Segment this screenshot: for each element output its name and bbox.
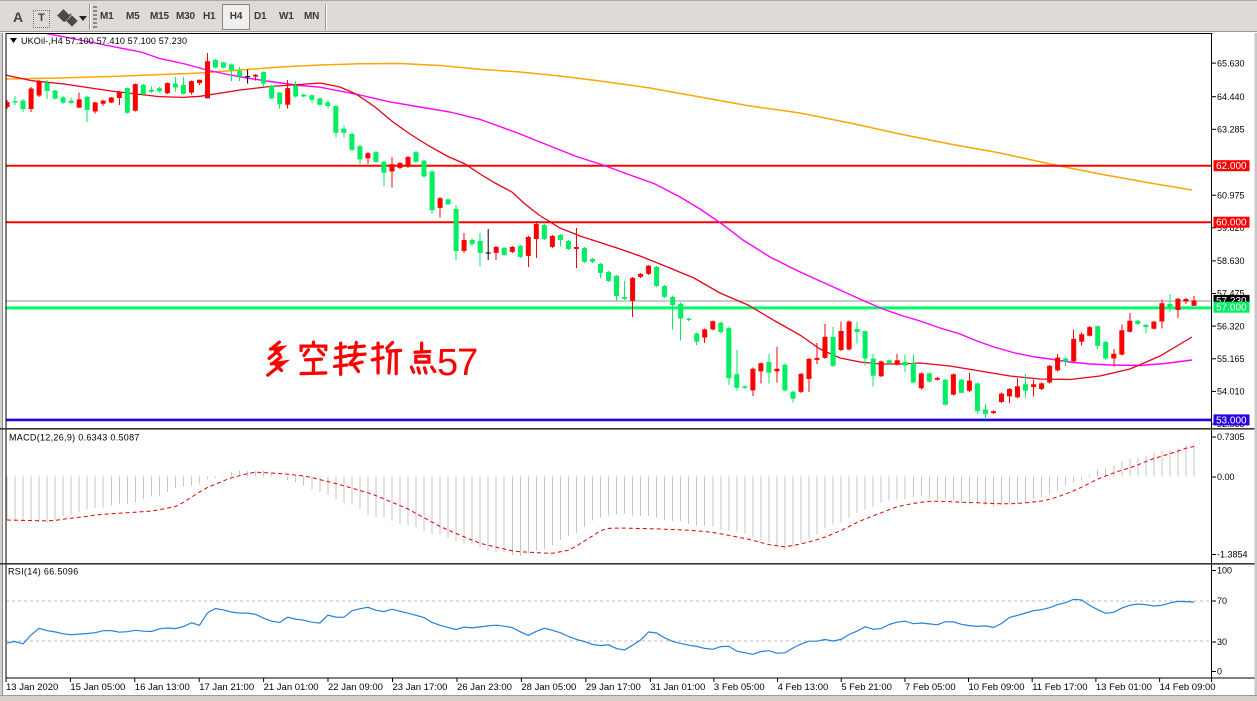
svg-text:3 Feb 05:00: 3 Feb 05:00	[714, 682, 765, 693]
svg-text:62.000: 62.000	[1216, 161, 1247, 172]
svg-text:60.975: 60.975	[1217, 190, 1245, 200]
svg-text:56.320: 56.320	[1217, 321, 1245, 331]
svg-text:11 Feb 17:00: 11 Feb 17:00	[1032, 682, 1087, 693]
svg-text:57.000: 57.000	[1216, 303, 1247, 314]
svg-text:13 Jan 2020: 13 Jan 2020	[6, 682, 58, 693]
svg-text:16 Jan 13:00: 16 Jan 13:00	[135, 682, 190, 693]
svg-text:MACD(12,26,9) 0.6343 0.5087: MACD(12,26,9) 0.6343 0.5087	[9, 433, 140, 443]
svg-text:59.820: 59.820	[1217, 223, 1245, 233]
svg-text:10 Feb 09:00: 10 Feb 09:00	[969, 682, 1025, 693]
svg-text:28 Jan 05:00: 28 Jan 05:00	[521, 682, 576, 693]
svg-text:57.230: 57.230	[1216, 296, 1247, 307]
svg-text:14 Feb 09:00: 14 Feb 09:00	[1160, 682, 1216, 693]
svg-text:5 Feb 21:00: 5 Feb 21:00	[841, 682, 892, 693]
svg-text:7 Feb 05:00: 7 Feb 05:00	[905, 682, 956, 693]
svg-text:-1.3854: -1.3854	[1217, 550, 1248, 560]
svg-text:15 Jan 05:00: 15 Jan 05:00	[70, 682, 125, 693]
svg-text:64.440: 64.440	[1217, 92, 1245, 102]
svg-text:22 Jan 09:00: 22 Jan 09:00	[328, 682, 383, 693]
svg-text:26 Jan 23:00: 26 Jan 23:00	[457, 682, 512, 693]
svg-text:57: 57	[437, 342, 477, 384]
svg-text:21 Jan 01:00: 21 Jan 01:00	[264, 682, 319, 693]
svg-text:0.00: 0.00	[1217, 472, 1235, 482]
svg-text:65.630: 65.630	[1217, 58, 1245, 68]
svg-text:63.285: 63.285	[1217, 125, 1245, 135]
svg-text:57.475: 57.475	[1217, 289, 1245, 299]
svg-text:54.010: 54.010	[1217, 387, 1245, 397]
svg-text:100: 100	[1217, 566, 1232, 576]
svg-text:30: 30	[1217, 637, 1227, 647]
svg-text:0.7305: 0.7305	[1217, 432, 1245, 442]
svg-text:53.000: 53.000	[1216, 415, 1247, 426]
svg-text:RSI(14) 66.5096: RSI(14) 66.5096	[8, 567, 79, 577]
svg-text:31 Jan 01:00: 31 Jan 01:00	[650, 682, 705, 693]
svg-text:70: 70	[1217, 596, 1227, 606]
svg-text:0: 0	[1217, 667, 1222, 677]
svg-text:17 Jan 21:00: 17 Jan 21:00	[199, 682, 254, 693]
svg-text:4 Feb 13:00: 4 Feb 13:00	[778, 682, 829, 693]
svg-text:UKOil-,H4 57.100 57.410 57.10: UKOil-,H4 57.100 57.410 57.100 57.230	[21, 36, 187, 46]
svg-text:60.000: 60.000	[1216, 218, 1247, 229]
svg-text:13 Feb 01:00: 13 Feb 01:00	[1096, 682, 1152, 693]
svg-text:29 Jan 17:00: 29 Jan 17:00	[586, 682, 641, 693]
svg-text:58.630: 58.630	[1217, 256, 1245, 266]
svg-text:23 Jan 17:00: 23 Jan 17:00	[393, 682, 448, 693]
svg-text:55.165: 55.165	[1217, 354, 1245, 364]
